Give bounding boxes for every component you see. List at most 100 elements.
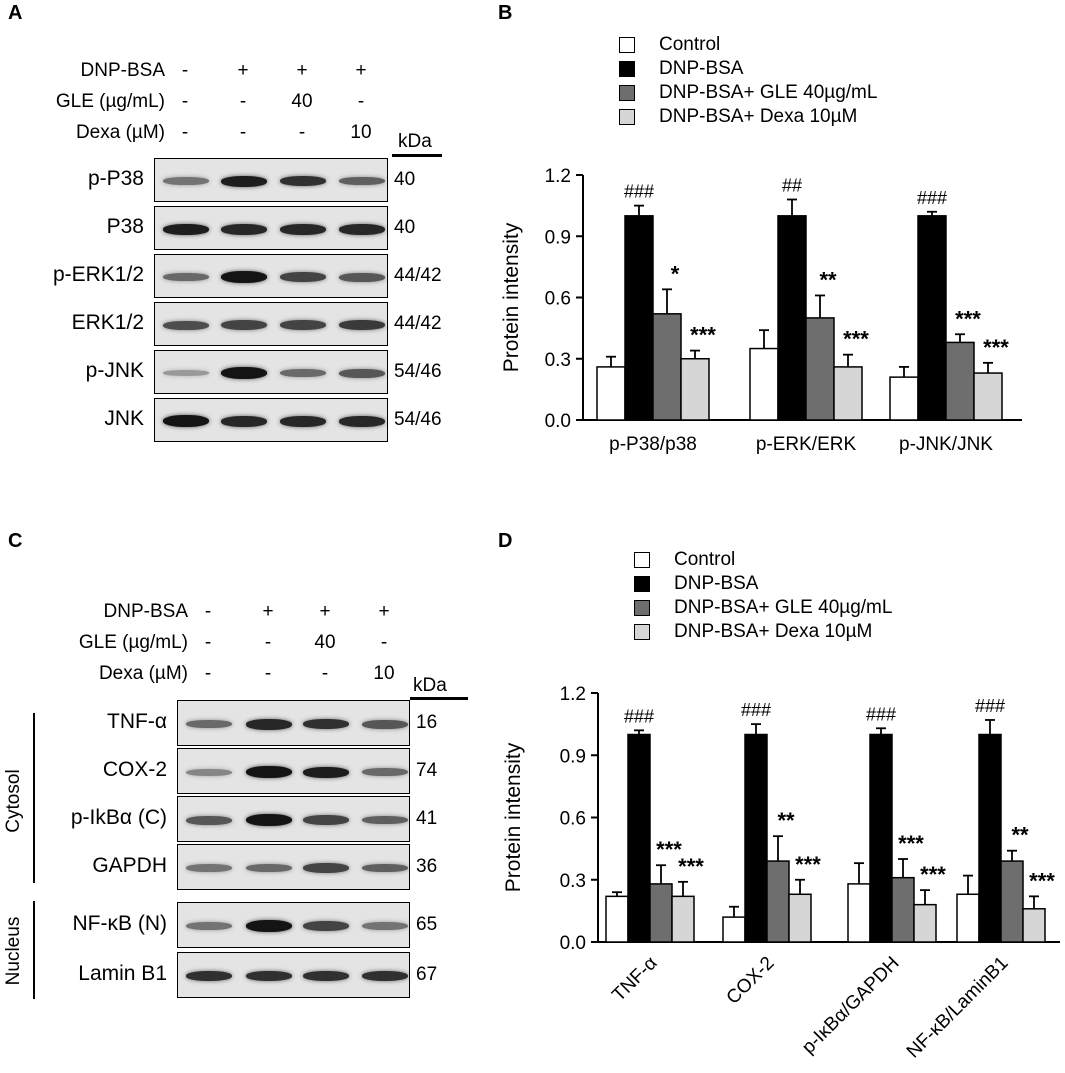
condition-value: -	[181, 60, 189, 81]
blot-name: GAPDH	[92, 854, 167, 877]
legend-swatch	[634, 624, 650, 640]
bar	[869, 733, 893, 943]
blot-name: COX-2	[102, 758, 167, 781]
blot-band	[186, 922, 232, 930]
category-label: p-P38/p38	[609, 434, 697, 455]
nucleus-label: Nucleus	[3, 916, 24, 986]
condition-value: +	[319, 601, 331, 622]
significance-mark: ###	[624, 706, 654, 726]
condition-value: 40	[291, 91, 313, 112]
condition-value: -	[264, 663, 272, 684]
panel-c-kda-underline	[410, 697, 468, 700]
y-tick-label: 0.3	[545, 350, 571, 371]
nucleus-bracket	[33, 901, 35, 999]
condition-label: DNP-BSA	[80, 60, 165, 81]
bar	[627, 733, 651, 943]
blot-band	[221, 223, 267, 235]
significance-mark: ###	[975, 696, 1005, 716]
blot-band	[280, 223, 326, 235]
blot-band	[339, 223, 385, 235]
panel-a-kda-underline	[392, 154, 442, 157]
panel-a-label: A	[8, 2, 23, 24]
blot-band	[221, 415, 267, 427]
blot-band	[339, 177, 385, 185]
y-tick-label: 0.6	[560, 809, 586, 830]
bar	[973, 372, 1003, 421]
significance-mark: ***	[920, 862, 946, 887]
blot-image	[177, 796, 410, 842]
significance-mark: ***	[983, 335, 1009, 360]
blot-band	[362, 768, 408, 776]
blot-image	[154, 302, 388, 346]
significance-mark: ##	[782, 176, 802, 196]
blot-band	[221, 367, 267, 379]
bar	[749, 347, 779, 421]
blot-image	[154, 254, 388, 298]
blot-band	[362, 719, 408, 729]
blot-band	[339, 272, 385, 282]
blot-image	[177, 902, 410, 948]
blot-band	[163, 223, 209, 235]
significance-mark: ###	[741, 700, 771, 720]
blot-image	[154, 398, 388, 442]
condition-label: GLE (µg/mL)	[55, 91, 165, 112]
condition-value: -	[239, 122, 247, 143]
blot-band	[280, 369, 326, 377]
bar	[889, 376, 919, 421]
blot-band	[186, 864, 232, 872]
y-tick-label: 0.0	[545, 411, 571, 432]
bar	[847, 883, 871, 943]
blot-image	[154, 350, 388, 394]
legend-swatch	[634, 576, 650, 592]
y-axis-label: Protein intensity	[500, 222, 523, 372]
condition-value: -	[181, 122, 189, 143]
blot-kda: 41	[416, 808, 438, 829]
legend-item: DNP-BSA+ Dexa 10µM	[619, 106, 857, 128]
blot-band	[303, 971, 349, 981]
blot-image	[177, 748, 410, 794]
blot-name: Lamin B1	[78, 962, 167, 985]
blot-image	[177, 844, 410, 890]
panel-c-kda-header: kDa	[413, 675, 447, 696]
blot-band	[246, 920, 292, 932]
legend-label: DNP-BSA+ Dexa 10µM	[674, 621, 873, 642]
condition-value: -	[204, 601, 212, 622]
y-tick-label: 0.6	[545, 289, 571, 310]
blot-name: p-ERK1/2	[52, 263, 144, 286]
blot-name: p-P38	[87, 167, 144, 190]
blot-name: NF-κB (N)	[72, 912, 167, 935]
cytosol-label: Cytosol	[3, 769, 24, 833]
blot-band	[221, 320, 267, 330]
blot-band	[246, 718, 292, 730]
bar	[945, 341, 975, 421]
blot-band	[339, 415, 385, 427]
blot-band	[303, 815, 349, 825]
panel-c-label: C	[8, 530, 23, 552]
condition-value: 10	[373, 663, 395, 684]
condition-value: -	[239, 91, 247, 112]
blot-name: ERK1/2	[71, 311, 144, 334]
blot-band	[163, 370, 209, 376]
legend-swatch	[619, 85, 635, 101]
condition-label: DNP-BSA	[103, 601, 188, 622]
blot-band	[303, 719, 349, 729]
legend-item: DNP-BSA+ Dexa 10µM	[634, 621, 872, 643]
significance-mark: ***	[690, 323, 716, 348]
cytosol-bracket	[33, 713, 35, 883]
bar	[722, 916, 746, 943]
legend-item: DNP-BSA	[619, 58, 743, 80]
legend-item: DNP-BSA+ GLE 40µg/mL	[619, 82, 877, 104]
y-tick-label: 0.3	[560, 871, 586, 892]
condition-value: -	[321, 663, 329, 684]
legend-item: Control	[619, 34, 720, 56]
bar	[1000, 860, 1024, 943]
blot-band	[221, 271, 267, 283]
condition-label: Dexa (µM)	[98, 663, 188, 684]
blot-kda: 54/46	[394, 361, 442, 382]
condition-value: +	[378, 601, 390, 622]
blot-band	[186, 815, 232, 825]
bar	[788, 893, 812, 943]
blot-band	[246, 864, 292, 872]
bar	[978, 733, 1002, 943]
